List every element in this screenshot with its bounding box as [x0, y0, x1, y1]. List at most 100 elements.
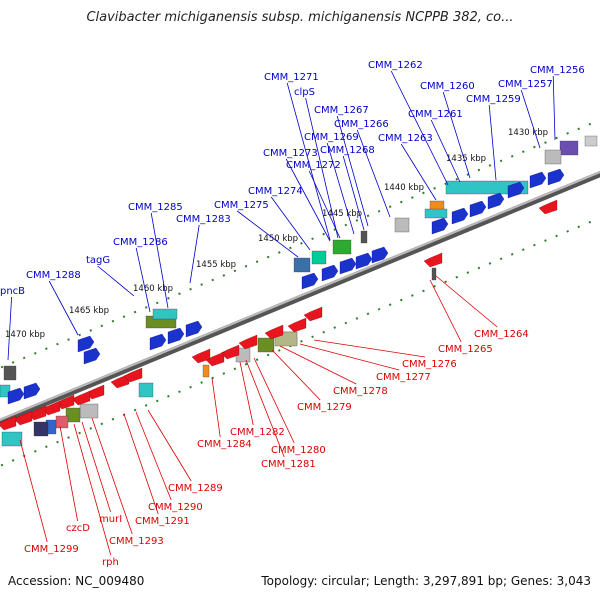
gene-feature: [33, 421, 49, 437]
forward-leader-line: [326, 142, 355, 235]
gene-feature: [445, 180, 529, 195]
reverse-gene-arrow: [123, 367, 143, 383]
forward-gene-arrow: [451, 207, 469, 225]
forward-leader-line: [305, 97, 339, 239]
forward-leader-line: [308, 170, 341, 239]
forward-gene-arrow: [507, 181, 525, 199]
genome-backbone: [0, 170, 600, 426]
reverse-leader-line: [19, 439, 48, 543]
reverse-leader-line: [91, 417, 133, 535]
forward-gene-label: pncB: [0, 286, 25, 297]
reverse-leader-line: [147, 409, 192, 482]
reverse-leader-line: [271, 349, 321, 401]
forward-leader-line: [552, 75, 556, 141]
reverse-leader-line: [279, 345, 357, 385]
forward-gene-label: CMM_1259: [466, 94, 521, 105]
reverse-gene-label: CMM_1299: [24, 544, 79, 555]
forward-leader-line: [285, 158, 331, 242]
forward-gene-arrow: [371, 246, 389, 264]
forward-leader-line: [488, 104, 497, 181]
reverse-gene-label: CMM_1289: [168, 483, 223, 494]
forward-gene-label: clpS: [294, 87, 315, 98]
reverse-leader-line: [299, 343, 400, 371]
forward-gene-arrow: [77, 335, 95, 353]
reverse-gene-label: CMM_1281: [261, 459, 316, 470]
forward-leader-line: [189, 224, 200, 284]
reverse-gene-label: CMM_1278: [333, 386, 388, 397]
reverse-leader-line: [313, 339, 426, 358]
gene-feature: [0, 384, 11, 398]
reverse-gene-arrow: [220, 344, 240, 360]
forward-gene-label: CMM_1257: [498, 79, 553, 90]
gene-feature: [424, 208, 448, 219]
reverse-gene-arrow: [238, 334, 258, 350]
forward-gene-label: CMM_1285: [128, 202, 183, 213]
reverse-gene-arrow: [191, 348, 211, 364]
scale-tick-label: 1445 kbp: [322, 209, 362, 219]
forward-gene-label: CMM_1286: [113, 237, 168, 248]
reverse-leader-line: [81, 421, 111, 513]
forward-leader-line: [430, 119, 461, 183]
reverse-leader-line: [435, 275, 498, 328]
forward-leader-line: [135, 247, 151, 313]
reverse-gene-arrow: [264, 324, 284, 340]
reverse-gene-label: CMM_1293: [109, 536, 164, 547]
gene-feature: [79, 403, 99, 419]
forward-gene-label: CMM_1267: [314, 105, 369, 116]
reverse-gene-label: czcD: [66, 523, 90, 534]
forward-gene-arrow: [83, 347, 101, 365]
forward-gene-label: tagG: [86, 255, 110, 266]
forward-leader-line: [336, 115, 369, 227]
forward-leader-line: [236, 210, 299, 258]
scale-tick-label: 1450 kbp: [258, 234, 298, 244]
gene-feature: [332, 239, 352, 255]
forward-leader-line: [356, 129, 391, 218]
forward-gene-arrow: [529, 171, 547, 189]
reverse-leader-line: [123, 413, 159, 515]
forward-gene-arrow: [149, 333, 167, 351]
forward-leader-line: [270, 196, 311, 251]
forward-leader-line: [150, 212, 169, 309]
reverse-gene-label: CMM_1290: [148, 502, 203, 513]
forward-gene-label: CMM_1256: [530, 65, 585, 76]
forward-gene-arrow: [167, 327, 185, 345]
scale-tick-label: 1435 kbp: [446, 154, 486, 164]
forward-leader-line: [442, 91, 471, 179]
forward-gene-arrow: [301, 272, 319, 290]
forward-gene-arrow: [23, 382, 41, 400]
reverse-gene-label: CMM_1291: [135, 516, 190, 527]
forward-gene-arrow: [431, 217, 449, 235]
reverse-gene-arrow: [287, 317, 307, 333]
map-title: Clavibacter michiganensis subsp. michiga…: [86, 10, 514, 25]
forward-gene-arrow: [321, 264, 339, 282]
reverse-gene-label: CMM_1279: [297, 402, 352, 413]
reverse-gene-label: CMM_1280: [271, 445, 326, 456]
gene-feature: [360, 230, 368, 244]
reverse-gene-label: CMM_1276: [402, 359, 457, 370]
forward-gene-label: CMM_1268: [320, 145, 375, 156]
gene-feature: [559, 140, 579, 156]
reverse-gene-label: CMM_1284: [197, 439, 252, 450]
forward-gene-label: CMM_1288: [26, 270, 81, 281]
forward-gene-label: CMM_1266: [334, 119, 389, 130]
forward-gene-label: CMM_1261: [408, 109, 463, 120]
genome-backbone-highlight: [0, 171, 600, 421]
forward-leader-line: [520, 89, 541, 149]
gene-feature: [431, 267, 437, 281]
forward-gene-arrow: [339, 257, 357, 275]
reverse-leader-line: [239, 361, 254, 426]
forward-gene-label: CMM_1262: [368, 60, 423, 71]
accession-label: Accession: NC_009480: [8, 574, 145, 588]
forward-gene-arrow: [7, 387, 25, 405]
genome-summary: Topology: circular; Length: 3,297,891 bp…: [261, 574, 591, 588]
gene-feature: [1, 431, 23, 447]
reverse-gene-arrow: [0, 415, 17, 431]
forward-gene-arrow: [469, 200, 487, 218]
forward-gene-label: CMM_1274: [248, 186, 303, 197]
reverse-leader-line: [245, 359, 285, 458]
gene-feature: [138, 382, 154, 398]
reverse-gene-arrow: [303, 306, 323, 322]
scale-tick-label: 1440 kbp: [384, 183, 424, 193]
reverse-gene-label: CMM_1277: [376, 372, 431, 383]
